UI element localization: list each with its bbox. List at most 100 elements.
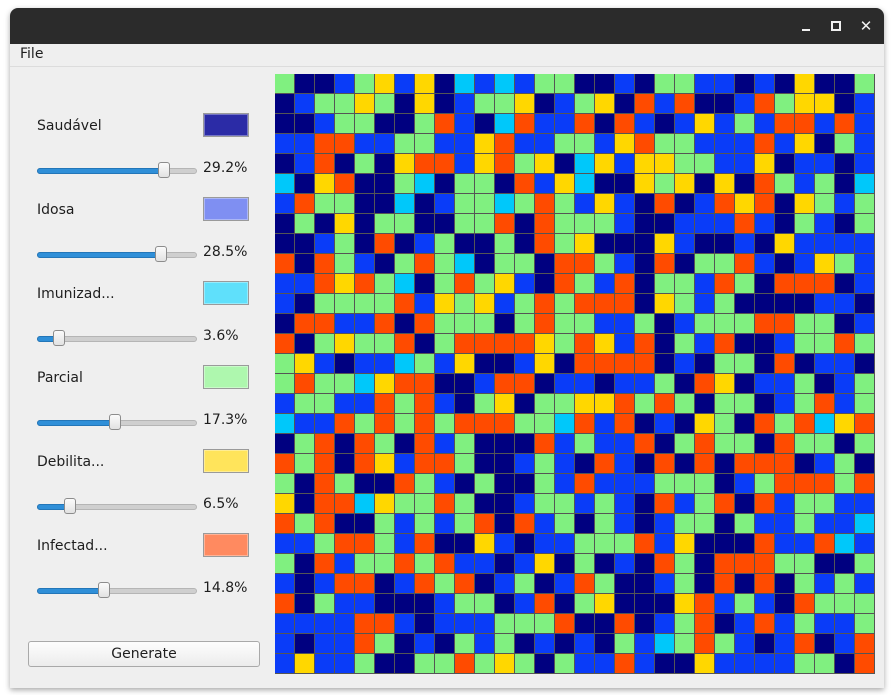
slider-handle[interactable] (53, 330, 65, 346)
slider-handle[interactable] (109, 414, 121, 430)
grid-cell (275, 354, 294, 373)
grid-cell (755, 414, 774, 433)
grid-cell (375, 554, 394, 573)
grid-cell (835, 534, 854, 553)
grid-cell (695, 614, 714, 633)
grid-cell (575, 194, 594, 213)
grid-cell (755, 94, 774, 113)
grid-cell (475, 594, 494, 613)
grid-cell (395, 494, 414, 513)
slider-imunizado[interactable] (37, 330, 197, 346)
grid-cell (275, 614, 294, 633)
grid-cell (675, 254, 694, 273)
grid-cell (295, 74, 314, 93)
grid-cell (755, 174, 774, 193)
color-swatch-debilitado[interactable] (203, 449, 249, 473)
grid-cell (395, 574, 414, 593)
grid-cell (555, 514, 574, 533)
generate-button[interactable]: Generate (28, 641, 260, 667)
grid-cell (655, 134, 674, 153)
maximize-icon[interactable] (827, 17, 845, 35)
grid-cell (655, 414, 674, 433)
grid-cell (655, 114, 674, 133)
grid-cell (595, 614, 614, 633)
grid-cell (355, 614, 374, 633)
slider-handle[interactable] (64, 498, 76, 514)
grid-cell (695, 274, 714, 293)
grid-cell (435, 594, 454, 613)
slider-idosa[interactable] (37, 246, 197, 262)
grid-cell (375, 394, 394, 413)
grid-cell (515, 234, 534, 253)
color-swatch-idosa[interactable] (203, 197, 249, 221)
grid-cell (735, 594, 754, 613)
grid-cell (855, 654, 874, 673)
grid-cell (835, 574, 854, 593)
grid-cell (835, 474, 854, 493)
grid-cell (575, 394, 594, 413)
slider-handle[interactable] (155, 246, 167, 262)
grid-cell (415, 274, 434, 293)
menu-file[interactable]: File (20, 46, 44, 62)
grid-cell (675, 474, 694, 493)
grid-cell (375, 134, 394, 153)
color-swatch-imunizado[interactable] (203, 281, 249, 305)
grid-cell (355, 134, 374, 153)
grid-cell (595, 634, 614, 653)
grid-cell (595, 274, 614, 293)
grid-cell (455, 354, 474, 373)
percent-idosa: 28.5% (203, 244, 248, 260)
color-swatch-saudavel[interactable] (203, 113, 249, 137)
grid-cell (475, 274, 494, 293)
grid-cell (755, 454, 774, 473)
grid-cell (475, 514, 494, 533)
grid-cell (555, 74, 574, 93)
slider-handle[interactable] (98, 582, 110, 598)
grid-cell (415, 74, 434, 93)
close-icon[interactable]: ✕ (859, 17, 873, 35)
grid-cell (635, 514, 654, 533)
grid-cell (315, 114, 334, 133)
grid-cell (535, 94, 554, 113)
grid-cell (335, 314, 354, 333)
grid-cell (435, 534, 454, 553)
grid-cell (615, 574, 634, 593)
grid-cell (795, 254, 814, 273)
grid-cell (835, 194, 854, 213)
grid-cell (295, 294, 314, 313)
grid-cell (375, 114, 394, 133)
grid-cell (735, 454, 754, 473)
grid-cell (395, 394, 414, 413)
grid-cell (755, 254, 774, 273)
slider-saudavel[interactable] (37, 162, 197, 178)
color-swatch-parcial[interactable] (203, 365, 249, 389)
color-swatch-infectado[interactable] (203, 533, 249, 557)
slider-handle[interactable] (158, 162, 170, 178)
grid-cell (575, 534, 594, 553)
slider-debilitado[interactable] (37, 498, 197, 514)
grid-cell (275, 594, 294, 613)
slider-parcial[interactable] (37, 414, 197, 430)
grid-cell (475, 74, 494, 93)
percent-debilitado: 6.5% (203, 496, 239, 512)
grid-cell (855, 554, 874, 573)
grid-cell (315, 354, 334, 373)
grid-cell (815, 234, 834, 253)
grid-cell (735, 494, 754, 513)
grid-cell (455, 194, 474, 213)
grid-cell (455, 414, 474, 433)
grid-cell (355, 474, 374, 493)
grid-cell (715, 574, 734, 593)
grid-cell (575, 154, 594, 173)
grid-cell (555, 234, 574, 253)
minimize-icon[interactable] (797, 17, 815, 35)
grid-cell (755, 274, 774, 293)
grid-cell (555, 174, 574, 193)
grid-cell (555, 114, 574, 133)
grid-cell (575, 114, 594, 133)
slider-infectado[interactable] (37, 582, 197, 598)
grid-cell (855, 374, 874, 393)
grid-cell (595, 414, 614, 433)
grid-cell (575, 454, 594, 473)
grid-cell (695, 174, 714, 193)
